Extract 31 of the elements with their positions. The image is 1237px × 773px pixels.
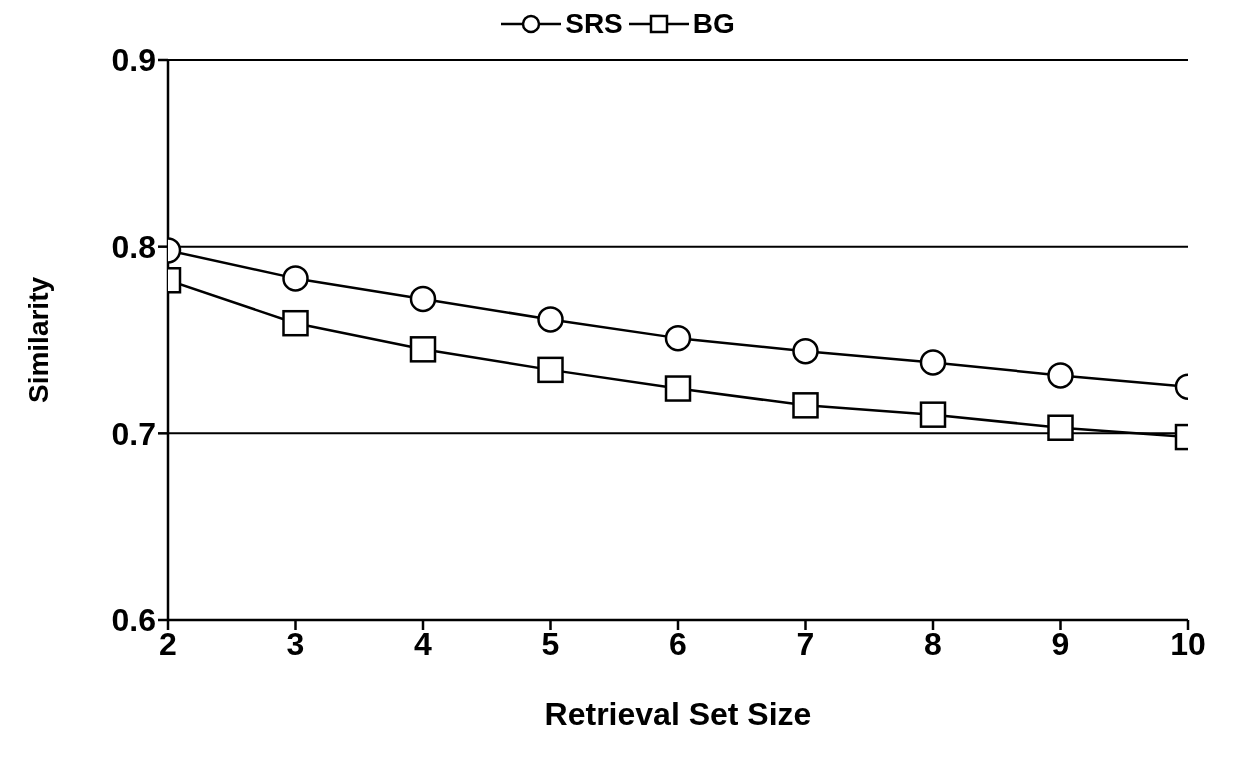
x-axis-title: Retrieval Set Size bbox=[544, 696, 812, 732]
y-tick-label: 0.9 bbox=[111, 42, 156, 79]
point bbox=[664, 324, 692, 352]
x-tick-label: 4 bbox=[414, 625, 433, 662]
x-tick-label: 9 bbox=[1051, 625, 1070, 662]
x-tick-label: 6 bbox=[669, 625, 687, 662]
point bbox=[919, 349, 947, 376]
y-tick-label: 0.7 bbox=[111, 415, 156, 452]
legend-label: BG bbox=[692, 8, 735, 40]
point bbox=[409, 336, 437, 363]
point bbox=[792, 392, 819, 419]
legend-label: SRS bbox=[565, 8, 623, 40]
x-tick-label: 3 bbox=[286, 625, 305, 662]
x-tick-label: 10 bbox=[1170, 625, 1206, 662]
x-tick-label: 7 bbox=[796, 625, 815, 662]
point bbox=[282, 309, 309, 337]
point bbox=[664, 375, 692, 402]
point bbox=[409, 285, 437, 313]
point bbox=[1047, 414, 1074, 441]
y-tick-label: 0.6 bbox=[111, 602, 156, 639]
point bbox=[1047, 362, 1074, 389]
x-tick-label: 5 bbox=[541, 625, 560, 662]
point bbox=[537, 306, 564, 333]
point bbox=[919, 401, 947, 428]
point bbox=[537, 356, 564, 384]
point bbox=[792, 337, 819, 365]
y-axis-title: Similarity bbox=[22, 276, 54, 404]
y-tick-label: 0.8 bbox=[111, 229, 156, 266]
x-tick-label: 8 bbox=[924, 625, 942, 662]
x-tick-label: 2 bbox=[159, 625, 177, 662]
point bbox=[282, 265, 309, 292]
